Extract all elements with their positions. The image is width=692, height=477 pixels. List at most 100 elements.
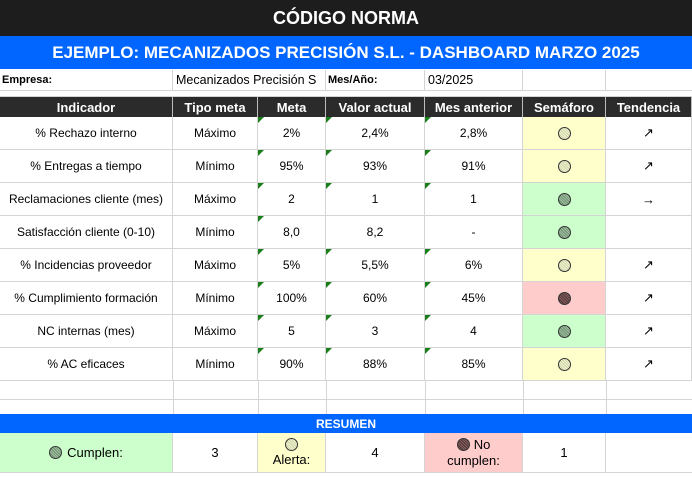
current-value-text: 5,5% bbox=[361, 258, 389, 272]
indicator-cell[interactable]: % AC eficaces bbox=[0, 348, 173, 381]
arrow-up-right-icon: ↗ bbox=[643, 125, 654, 140]
comment-indicator-icon bbox=[326, 315, 332, 321]
indicator-cell[interactable]: % Rechazo interno bbox=[0, 117, 173, 150]
current-value-cell[interactable]: 5,5% bbox=[326, 249, 425, 282]
empty-cell[interactable] bbox=[606, 70, 692, 91]
traffic-light-cell[interactable] bbox=[523, 249, 606, 282]
company-field[interactable]: Mecanizados Precisión S bbox=[173, 70, 326, 91]
trend-cell[interactable]: ↗ bbox=[606, 117, 692, 150]
previous-month-cell[interactable]: 4 bbox=[425, 315, 523, 348]
target-type-cell[interactable]: Máximo bbox=[173, 249, 258, 282]
header-tipo-meta: Tipo meta bbox=[173, 97, 258, 117]
indicator-text: % Incidencias proveedor bbox=[20, 258, 152, 272]
indicator-cell[interactable]: Satisfacción cliente (0-10) bbox=[0, 216, 173, 249]
indicator-text: % AC eficaces bbox=[47, 357, 125, 371]
previous-month-cell[interactable]: 85% bbox=[425, 348, 523, 381]
comment-indicator-icon bbox=[326, 150, 332, 156]
arrow-up-right-icon: ↗ bbox=[643, 158, 654, 173]
target-type-cell[interactable]: Mínimo bbox=[173, 282, 258, 315]
target-cell[interactable]: 2% bbox=[258, 117, 326, 150]
target-cell[interactable]: 95% bbox=[258, 150, 326, 183]
target-type-text: Máximo bbox=[193, 126, 236, 140]
current-value-cell[interactable]: 93% bbox=[326, 150, 425, 183]
traffic-light-cell[interactable] bbox=[523, 117, 606, 150]
current-value-cell[interactable]: 2,4% bbox=[326, 117, 425, 150]
trend-cell[interactable]: ↗ bbox=[606, 282, 692, 315]
trend-cell[interactable]: ↗ bbox=[606, 150, 692, 183]
indicator-cell[interactable]: % Cumplimiento formación bbox=[0, 282, 173, 315]
arrow-right-icon: → bbox=[642, 191, 655, 207]
indicator-cell[interactable]: % Entregas a tiempo bbox=[0, 150, 173, 183]
arrow-up-right-icon: ↗ bbox=[643, 257, 654, 272]
traffic-light-cell[interactable] bbox=[523, 150, 606, 183]
indicator-text: NC internas (mes) bbox=[37, 324, 135, 338]
trend-cell[interactable]: ↗ bbox=[606, 249, 692, 282]
target-type-cell[interactable]: Mínimo bbox=[173, 348, 258, 381]
comment-indicator-icon bbox=[326, 282, 332, 288]
current-value-text: 3 bbox=[371, 324, 379, 338]
target-cell[interactable]: 8,0 bbox=[258, 216, 326, 249]
indicator-text: Reclamaciones cliente (mes) bbox=[8, 192, 164, 206]
indicator-text: % Rechazo interno bbox=[35, 126, 137, 140]
previous-month-cell[interactable]: 2,8% bbox=[425, 117, 523, 150]
header-mes-anterior: Mes anterior bbox=[425, 97, 523, 117]
target-type-cell[interactable]: Máximo bbox=[173, 315, 258, 348]
indicator-cell[interactable]: % Incidencias proveedor bbox=[0, 249, 173, 282]
target-cell[interactable]: 90% bbox=[258, 348, 326, 381]
current-value-cell[interactable]: 1 bbox=[326, 183, 425, 216]
current-value-text: 8,2 bbox=[366, 225, 384, 239]
current-value-cell[interactable]: 88% bbox=[326, 348, 425, 381]
target-cell[interactable]: 5 bbox=[258, 315, 326, 348]
current-value-cell[interactable]: 8,2 bbox=[326, 216, 425, 249]
yellow-light-icon bbox=[557, 357, 571, 371]
header-indicador: Indicador bbox=[0, 97, 173, 117]
comment-indicator-icon bbox=[258, 315, 264, 321]
comment-indicator-icon bbox=[326, 249, 332, 255]
traffic-light-cell[interactable] bbox=[523, 216, 606, 249]
current-value-text: 2,4% bbox=[361, 126, 389, 140]
header-semaforo: Semáforo bbox=[523, 97, 606, 117]
traffic-light-cell[interactable] bbox=[523, 348, 606, 381]
comment-indicator-icon bbox=[326, 183, 332, 189]
trend-cell[interactable]: ↗ bbox=[606, 315, 692, 348]
previous-month-cell[interactable]: 91% bbox=[425, 150, 523, 183]
trend-cell[interactable]: ↗ bbox=[606, 348, 692, 381]
traffic-light-cell[interactable] bbox=[523, 183, 606, 216]
previous-month-cell[interactable]: - bbox=[425, 216, 523, 249]
target-cell[interactable]: 2 bbox=[258, 183, 326, 216]
summary-nocumplen-label-line2: cumplen: bbox=[447, 452, 500, 468]
previous-month-text: 1 bbox=[470, 192, 477, 206]
header-tendencia: Tendencia bbox=[606, 97, 692, 117]
target-type-cell[interactable]: Máximo bbox=[173, 117, 258, 150]
comment-indicator-icon bbox=[258, 150, 264, 156]
dashboard-subtitle: EJEMPLO: MECANIZADOS PRECISIÓN S.L. - DA… bbox=[0, 36, 692, 70]
header-meta: Meta bbox=[258, 97, 326, 117]
comment-indicator-icon bbox=[258, 282, 264, 288]
trend-cell[interactable]: → bbox=[606, 183, 692, 216]
traffic-light-cell[interactable] bbox=[523, 315, 606, 348]
empty-cell[interactable] bbox=[523, 70, 606, 91]
target-cell[interactable]: 5% bbox=[258, 249, 326, 282]
target-type-cell[interactable]: Mínimo bbox=[173, 216, 258, 249]
previous-month-cell[interactable]: 45% bbox=[425, 282, 523, 315]
target-cell[interactable]: 100% bbox=[258, 282, 326, 315]
comment-indicator-icon bbox=[258, 117, 264, 123]
current-value-cell[interactable]: 60% bbox=[326, 282, 425, 315]
previous-month-text: 2,8% bbox=[459, 126, 488, 140]
target-type-cell[interactable]: Mínimo bbox=[173, 150, 258, 183]
previous-month-cell[interactable]: 1 bbox=[425, 183, 523, 216]
green-light-icon bbox=[49, 446, 63, 459]
period-field[interactable]: 03/2025 bbox=[425, 70, 523, 91]
previous-month-cell[interactable]: 6% bbox=[425, 249, 523, 282]
trend-cell[interactable] bbox=[606, 216, 692, 249]
summary-nocumplen-value: 1 bbox=[523, 433, 606, 473]
indicator-cell[interactable]: NC internas (mes) bbox=[0, 315, 173, 348]
current-value-cell[interactable]: 3 bbox=[326, 315, 425, 348]
traffic-light-cell[interactable] bbox=[523, 282, 606, 315]
indicator-cell[interactable]: Reclamaciones cliente (mes) bbox=[0, 183, 173, 216]
empty-cell[interactable] bbox=[606, 433, 692, 473]
green-light-icon bbox=[557, 324, 571, 338]
yellow-light-icon bbox=[285, 438, 298, 451]
summary-nocumplen-cell: No cumplen: bbox=[425, 433, 523, 473]
target-type-cell[interactable]: Máximo bbox=[173, 183, 258, 216]
